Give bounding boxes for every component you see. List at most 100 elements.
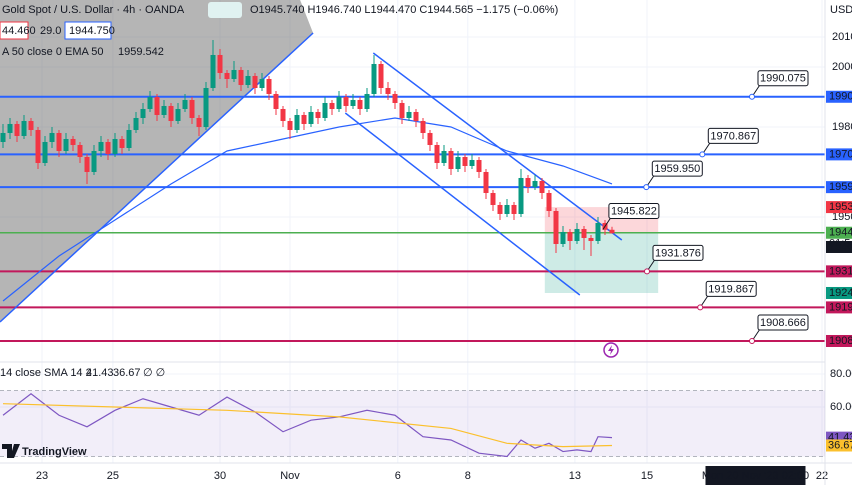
annotation-pointer [602,217,612,230]
candle-body [217,54,223,73]
annotation-box [757,70,809,87]
candle-body [203,87,209,127]
level-anchor [697,304,704,311]
candle-body [168,105,174,121]
rsi-legend-value: 36.67 [113,367,141,379]
candle-body [189,99,195,118]
candle-body [210,54,216,88]
bid: 44.460 [2,25,36,37]
candle-body [399,102,405,118]
x-tick-label: 8 [465,470,471,482]
x-tick-label: 6 [395,470,401,482]
annotation-label: 1970.867 [710,130,756,142]
price-tag [826,201,852,214]
logo-icon [2,444,20,458]
price-tag [826,181,852,194]
x-tick-label: Nov [280,470,300,482]
candle-body [322,102,328,118]
spread: 29.0 [40,25,61,37]
candle-body [252,75,258,88]
candle-body [462,156,468,166]
ask-box [64,21,112,40]
candle-body [371,63,377,94]
x-tick-label: 23 [36,470,48,482]
price-tag-label: 1940 [829,241,852,253]
currency: USD [830,4,852,16]
price-tag-label: 1908 [829,335,852,347]
candle-body [231,69,237,79]
logo: TradingView [2,444,87,458]
candle-body [455,156,461,169]
candle-body [483,171,489,193]
candle-body [259,78,265,88]
annotation-label: 1919.867 [708,283,754,295]
candle-body [336,96,342,109]
y-tick-label: 1980 [832,121,852,133]
price-tag-label: 1924 [829,287,852,299]
rsi-tag [826,439,852,452]
candle-body [469,159,475,166]
candle-body [357,99,363,109]
annotation-box [705,280,757,297]
candle-body [490,192,496,205]
price-tag-label: 1944 [829,227,852,239]
rsi-empty-marks: ∅ ∅ [143,367,165,379]
candle-body [161,105,167,115]
candle-body [420,120,426,133]
candle-body [427,132,433,145]
candle-body [364,93,370,109]
candle-body [329,102,335,109]
annotation-label: 1908.666 [760,317,806,329]
annotation-box [757,314,809,331]
channel-shade [0,0,314,322]
candle-body [273,93,279,109]
candle-body [196,117,202,127]
candle-body [182,99,188,109]
candle-body [511,204,517,214]
candle-body [35,129,41,163]
candle-body [392,93,398,103]
rsi-tag-label: 36.67 [828,439,852,451]
symbol: Gold Spot / U.S. Dollar · 4h · OANDA [2,4,185,16]
candle-body [63,138,69,151]
candle-body [294,114,300,130]
candle-body [546,192,552,211]
price-tag-label: 1990 [829,91,852,103]
bid-box [0,21,29,40]
candle-body [133,117,139,130]
channel-line [344,112,581,296]
x-tick-label: 30 [214,470,226,482]
x-tick-label: 13 [569,470,581,482]
price-tag [826,334,852,347]
candle-body [539,180,545,193]
candle-body [560,231,566,244]
candle-body [301,114,307,124]
rsi-tick-label: 60.00 [830,401,852,413]
candle-body [315,111,321,118]
price-tag-label: 1953 [829,201,852,213]
annotation-box [652,244,704,261]
ema-line [2,117,613,302]
candle-body [567,231,573,241]
candle-body [14,123,20,136]
x-tick-label: 22 [816,470,828,482]
price-tag [826,286,852,299]
candle-body [56,132,62,151]
candle-body [140,108,146,118]
price-tag-label: 1931 [829,265,852,277]
candle-body [609,229,615,234]
candle-body [119,138,125,148]
candle-body [413,111,419,121]
crosshair-time-box [705,466,806,485]
candle-body [280,108,286,121]
price-tag [826,226,852,239]
candle-body [42,141,48,163]
annotation-label: 1945.822 [611,205,657,217]
candle-body [147,96,153,109]
candle-body [574,228,580,241]
candle-body [343,96,349,106]
candle-body [434,144,440,163]
candle-body [385,87,391,94]
candle-body [70,138,76,145]
candle-body [476,159,482,172]
